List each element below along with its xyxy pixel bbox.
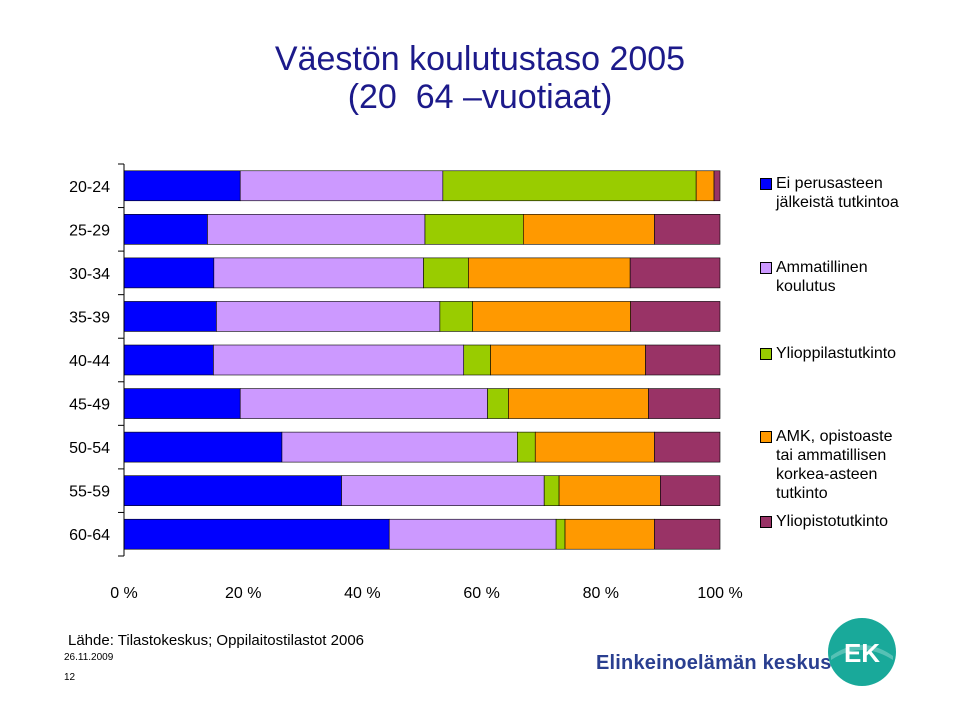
y-tick-label: 35-39 — [69, 309, 110, 326]
bar-segment-yliopistotutkinto-40-44 — [645, 344, 721, 376]
x-tick-label: 80 % — [583, 585, 619, 602]
y-tick-label: 25-29 — [69, 222, 110, 239]
bar-segment-ei-perusasteen-j-lkeist--25-29 — [123, 214, 208, 245]
bar-segment-ammatillinen-koulutus-50-54 — [281, 431, 518, 463]
slide-title: Väestön koulutustaso 2005 (20 64 –vuotia… — [0, 40, 960, 116]
y-tick-label: 50-54 — [69, 440, 110, 457]
bar-segment-ammatillinen-koulutus-60-64 — [388, 518, 557, 550]
legend-item-ammatillinen: Ammatillinen koulutus — [760, 258, 955, 296]
legend-label: AMK, opistoaste tai ammatillisen korkea-… — [776, 428, 893, 502]
x-tick-label: 60 % — [463, 585, 499, 602]
y-tick-label: 20-24 — [69, 179, 110, 196]
bar-segment-ei-perusasteen-j-lkeist--30-34 — [123, 257, 215, 289]
bar-segment-ammatillinen-koulutus-45-49 — [239, 388, 488, 419]
bar-segment-yliopistotutkinto-60-64 — [654, 518, 721, 550]
bar-segment-amk-opistoaste-tai-ammat-35-39 — [472, 301, 631, 332]
bar-segment-ylioppilastutkinto-25-29 — [424, 214, 524, 245]
bar-segment-ammatillinen-koulutus-40-44 — [213, 344, 465, 376]
bar-segment-amk-opistoaste-tai-ammat-25-29 — [523, 214, 655, 245]
legend-label: Ylioppilastutkinto — [776, 345, 897, 362]
organization-name: Elinkeinoelämän keskusliitto — [596, 652, 876, 674]
x-tick-label: 20 % — [225, 585, 261, 602]
legend-label: Ammatillinen koulutus — [776, 259, 868, 295]
ek-logo-icon: EK — [828, 618, 896, 686]
bar-segment-ylioppilastutkinto-45-49 — [487, 388, 509, 419]
source-note: Lähde: Tilastokeskus; Oppilaitostilastot… — [68, 632, 365, 649]
y-tick-label: 55-59 — [69, 484, 110, 501]
title-line-1: Väestön koulutustaso 2005 — [274, 40, 686, 78]
bar-segment-ylioppilastutkinto-55-59 — [543, 475, 560, 506]
legend-label: Yliopistotutkinto — [776, 513, 889, 530]
date-label: 26.11.2009 — [64, 652, 114, 663]
logo-text: EK — [844, 638, 880, 668]
bar-segment-ei-perusasteen-j-lkeist--50-54 — [123, 431, 283, 463]
y-axis: 20-24 25-29 30-34 35-39 40-44 45-49 50-54 55-59… — [69, 163, 125, 557]
bar-segment-ylioppilastutkinto-50-54 — [517, 431, 536, 463]
bar-segment-ylioppilastutkinto-40-44 — [463, 344, 491, 376]
bar-segment-yliopistotutkinto-25-29 — [654, 214, 721, 245]
bar-segment-ammatillinen-koulutus-25-29 — [207, 214, 426, 245]
legend-swatch — [760, 516, 772, 528]
legend-label: Ei perusasteen jälkeistä tutkintoa — [776, 175, 899, 211]
legend-swatch — [760, 348, 772, 360]
bar-segment-amk-opistoaste-tai-ammat-55-59 — [558, 475, 661, 506]
bar-segment-ei-perusasteen-j-lkeist--55-59 — [123, 475, 342, 506]
bar-segment-amk-opistoaste-tai-ammat-45-49 — [508, 388, 649, 419]
bar-segment-ei-perusasteen-j-lkeist--60-64 — [123, 518, 390, 550]
bar-segment-ammatillinen-koulutus-55-59 — [341, 475, 545, 506]
bar-segment-ei-perusasteen-j-lkeist--20-24 — [123, 170, 241, 202]
bar-segment-yliopistotutkinto-45-49 — [648, 388, 721, 419]
bar-segment-ei-perusasteen-j-lkeist--35-39 — [123, 301, 217, 332]
bar-segment-amk-opistoaste-tai-ammat-30-34 — [468, 257, 631, 289]
x-tick-label: 100 % — [697, 585, 742, 602]
legend-item-ei-perusasteen: Ei perusasteen jälkeistä tutkintoa — [760, 174, 955, 212]
bar-segment-ammatillinen-koulutus-20-24 — [239, 170, 444, 202]
legend-item-yliopistotutkinto: Yliopistotutkinto — [760, 512, 955, 531]
bar-segment-ei-perusasteen-j-lkeist--40-44 — [123, 344, 214, 376]
bar-segment-yliopistotutkinto-50-54 — [654, 431, 721, 463]
bar-segment-ylioppilastutkinto-30-34 — [423, 257, 469, 289]
legend-swatch — [760, 262, 772, 274]
page-number: 12 — [64, 672, 76, 683]
legend-item-amk: AMK, opistoaste tai ammatillisen korkea-… — [760, 427, 955, 503]
bar-segment-amk-opistoaste-tai-ammat-40-44 — [490, 344, 646, 376]
y-tick-label: 30-34 — [69, 266, 110, 283]
bar-segment-amk-opistoaste-tai-ammat-20-24 — [695, 170, 715, 202]
bar-segment-yliopistotutkinto-30-34 — [629, 257, 721, 289]
bars-group — [123, 170, 721, 550]
x-tick-label: 40 % — [344, 585, 380, 602]
bar-segment-yliopistotutkinto-20-24 — [713, 170, 721, 202]
title-line-2: (20 64 –vuotiaat) — [347, 78, 613, 116]
y-tick-label: 40-44 — [69, 353, 110, 370]
bar-segment-ammatillinen-koulutus-30-34 — [213, 257, 424, 289]
bar-segment-ylioppilastutkinto-20-24 — [442, 170, 697, 202]
bar-segment-ylioppilastutkinto-35-39 — [439, 301, 473, 332]
x-axis: 0 % 20 % 40 % 60 % 80 % 100 % — [110, 585, 742, 602]
x-tick-label: 0 % — [110, 585, 138, 602]
bar-segment-yliopistotutkinto-55-59 — [660, 475, 721, 506]
bar-segment-amk-opistoaste-tai-ammat-50-54 — [534, 431, 655, 463]
y-tick-label: 45-49 — [69, 397, 110, 414]
legend-swatch — [760, 431, 772, 443]
bar-segment-ammatillinen-koulutus-35-39 — [216, 301, 441, 332]
bar-segment-ylioppilastutkinto-60-64 — [555, 518, 566, 550]
legend-swatch — [760, 178, 772, 190]
bar-segment-yliopistotutkinto-35-39 — [630, 301, 721, 332]
legend-item-ylioppilastutkinto: Ylioppilastutkinto — [760, 344, 955, 363]
y-tick-label: 60-64 — [69, 527, 110, 544]
bar-segment-ei-perusasteen-j-lkeist--45-49 — [123, 388, 241, 419]
bar-segment-amk-opistoaste-tai-ammat-60-64 — [564, 518, 655, 550]
